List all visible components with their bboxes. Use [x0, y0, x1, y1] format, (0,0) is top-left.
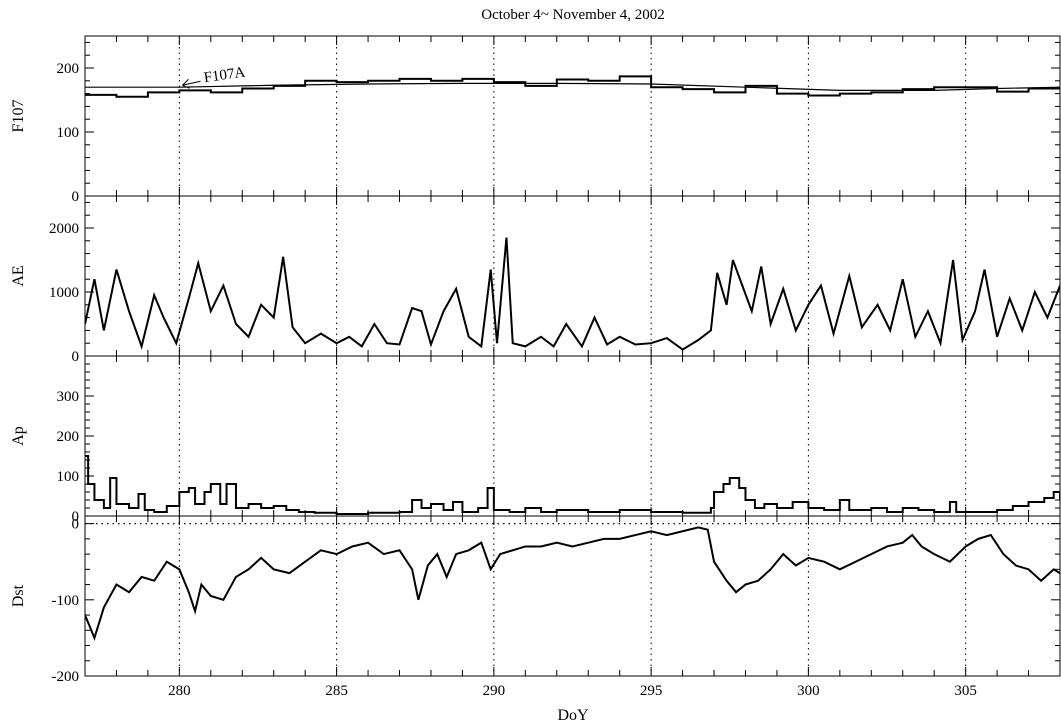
- y-tick-label: -200: [52, 669, 80, 685]
- y-axis-label: Dst: [10, 584, 27, 607]
- panel-ap: 0 100 200 300 Ap: [10, 355, 1061, 525]
- panel-frame: [84, 35, 1061, 197]
- y-tick-label: 0: [72, 509, 80, 525]
- series-line-ae: [85, 237, 1060, 351]
- panel-ae: 0 1000 2000 AE: [10, 195, 1061, 365]
- series-line-f107-f107a: [85, 82, 1060, 91]
- x-tick-label: 305: [954, 683, 977, 699]
- y-axis-label: F107: [10, 100, 27, 133]
- annotation-arrow: [182, 78, 201, 89]
- y-tick-label: 100: [57, 469, 80, 485]
- y-axis-label: AE: [10, 265, 27, 286]
- panel-dst: -200 -100 0 Dst: [10, 515, 1061, 685]
- y-tick-label: 0: [72, 349, 80, 365]
- x-tick-label: 285: [325, 683, 348, 699]
- series-line-ap: [85, 455, 1060, 515]
- y-tick-label: 0: [72, 517, 80, 533]
- y-tick-label: 1000: [49, 285, 79, 301]
- y-axis-label: Ap: [10, 426, 27, 446]
- y-tick-label: 200: [57, 61, 80, 77]
- y-tick-label: 0: [72, 189, 80, 205]
- panel-f107: 0 100 200 F107 F107A: [10, 35, 1061, 205]
- y-tick-label: 100: [57, 125, 80, 141]
- x-tick-label: 300: [797, 683, 820, 699]
- panels: 0 100 200 F107 F107A 0 1000 2000 AE 0 100 200 300 Ap -…: [10, 35, 1061, 699]
- y-tick-label: 2000: [49, 221, 79, 237]
- y-tick-label: -100: [52, 593, 80, 609]
- annotation-label: F107A: [203, 65, 247, 87]
- x-axis-label: DoY: [557, 707, 589, 724]
- y-tick-label: 200: [57, 429, 80, 445]
- figure-title: October 4~ November 4, 2002: [481, 7, 665, 23]
- panel-frame: [84, 515, 1061, 677]
- x-tick-label: 290: [483, 683, 506, 699]
- series-line-f107: [85, 75, 1060, 98]
- x-tick-label: 280: [168, 683, 191, 699]
- panel-frame: [84, 355, 1061, 517]
- x-tick-label: 295: [640, 683, 663, 699]
- series-line-dst: [85, 526, 1060, 641]
- y-tick-label: 300: [57, 389, 80, 405]
